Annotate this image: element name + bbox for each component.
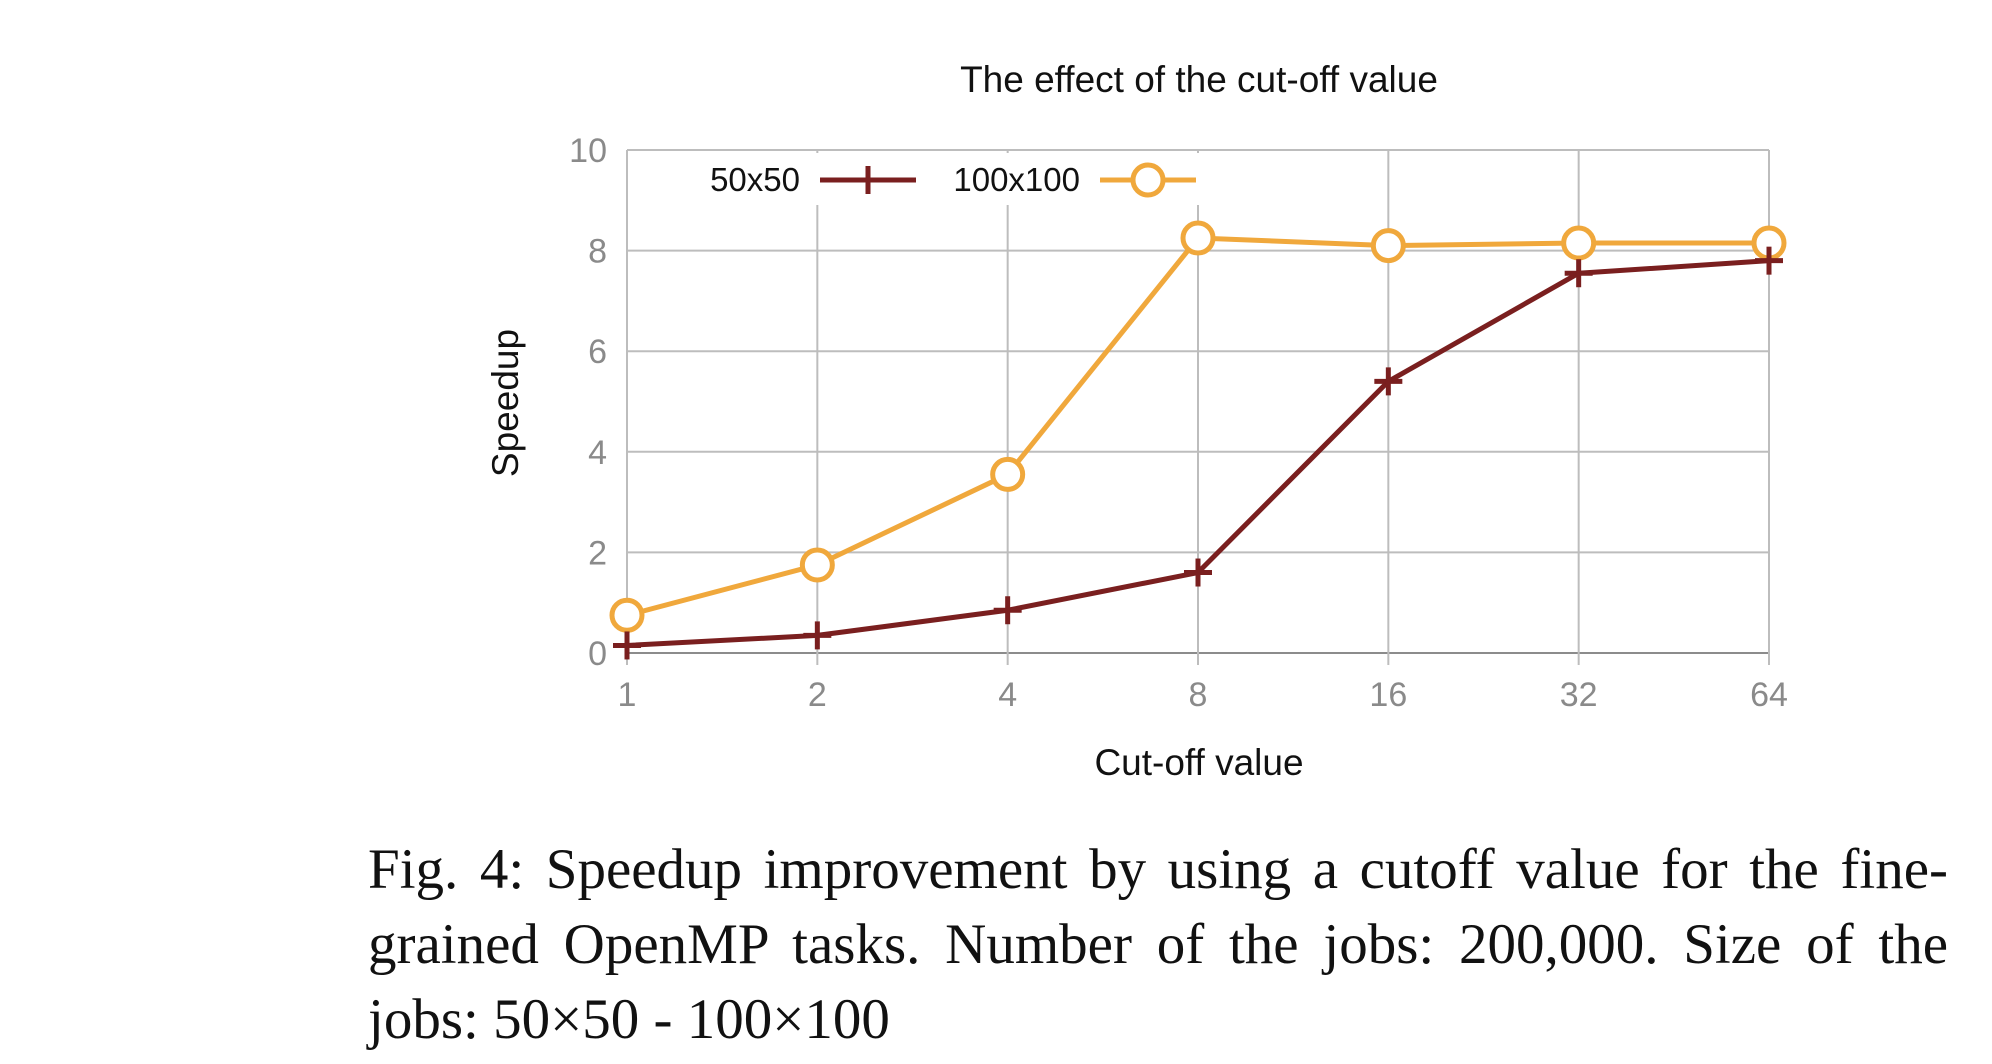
x-tick-label: 64	[1750, 676, 1788, 714]
y-tick-label: 0	[588, 635, 607, 673]
series-layer	[609, 220, 1787, 660]
figure-caption: Fig. 4: Speedup improvement by using a c…	[368, 838, 1948, 1051]
data-point-50x50-2	[803, 621, 832, 650]
x-tick-label: 2	[808, 676, 827, 714]
x-tick-label: 1	[618, 676, 637, 714]
legend-label-100x100: 100x100	[953, 161, 1080, 198]
y-tick-label: 10	[569, 132, 607, 170]
data-point-50x50-8	[1184, 558, 1212, 587]
y-tick-label: 8	[588, 233, 607, 271]
x-tick-label: 32	[1560, 676, 1598, 714]
data-point-50x50-1	[613, 631, 641, 660]
data-point-50x50-16	[1374, 367, 1403, 396]
legend-marker-50x50	[854, 166, 882, 194]
data-point-100x100-2	[799, 547, 835, 583]
data-point-50x50-4	[993, 596, 1022, 625]
legend: 50x50 100x100	[640, 153, 1200, 205]
y-tick-label: 2	[588, 534, 607, 572]
legend-label-50x50: 50x50	[710, 161, 800, 198]
y-tick-label: 4	[588, 434, 607, 472]
y-tick-label: 6	[588, 333, 607, 371]
data-point-50x50-32	[1564, 259, 1593, 288]
data-point-50x50-64	[1755, 246, 1783, 275]
data-point-100x100-32	[1561, 225, 1597, 261]
x-tick-label: 8	[1189, 676, 1208, 714]
x-axis-title: Cut-off value	[1094, 742, 1303, 783]
x-axis: 1 2 4 8 16 32 64	[618, 676, 1788, 714]
data-point-100x100-4	[990, 456, 1026, 492]
x-tick-label: 4	[998, 676, 1017, 714]
y-axis-title: Speedup	[485, 329, 526, 477]
data-point-100x100-1	[609, 597, 645, 633]
y-axis: 0 2 4 6 8 10	[569, 132, 607, 673]
legend-marker-100x100	[1130, 162, 1166, 198]
x-tick-label: 16	[1369, 676, 1407, 714]
data-point-100x100-8	[1180, 220, 1216, 256]
data-point-100x100-16	[1370, 228, 1406, 264]
chart-title: The effect of the cut-off value	[960, 59, 1438, 100]
